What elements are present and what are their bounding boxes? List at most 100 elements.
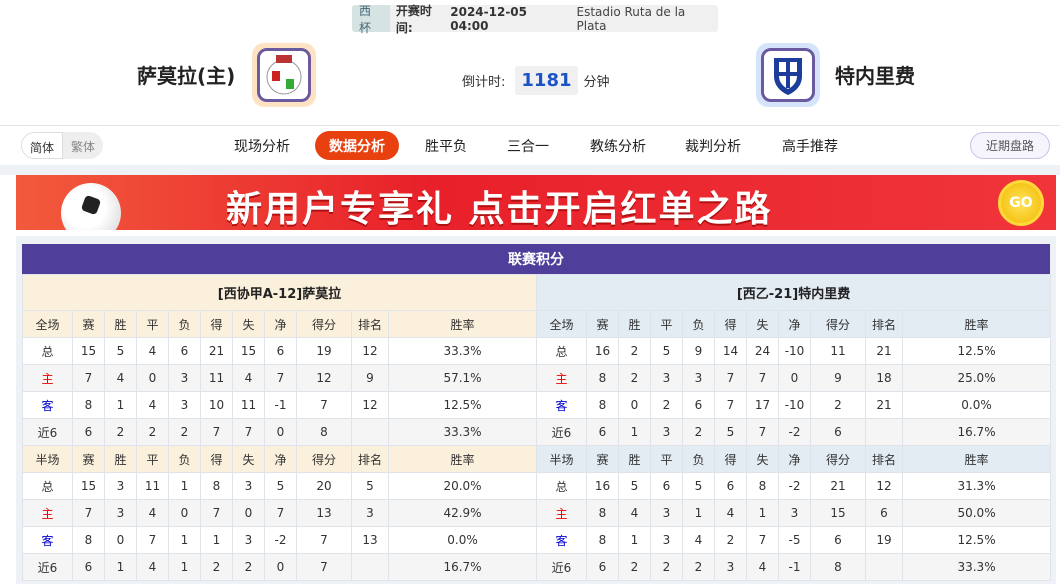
tab-three-in-one[interactable]: 三合一 xyxy=(507,138,549,155)
table-cell: 19 xyxy=(865,526,903,554)
table-cell: 16 xyxy=(586,337,619,365)
table-cell: 21 xyxy=(865,337,903,365)
table-cell: 5 xyxy=(714,418,747,446)
table-cell: 8 xyxy=(810,553,866,581)
table-cell: 2 xyxy=(104,418,137,446)
lang-traditional[interactable]: 繁体 xyxy=(71,140,96,154)
table-cell: 4 xyxy=(618,499,651,527)
table-cell: 20 xyxy=(296,472,352,500)
lang-simplified[interactable]: 简体 xyxy=(21,132,64,159)
table-cell: 8 xyxy=(586,391,619,419)
away-team-name[interactable]: 特内里费 xyxy=(835,64,915,88)
column-header: 胜 xyxy=(618,310,651,338)
tab-referee-analysis[interactable]: 裁判分析 xyxy=(685,138,741,155)
column-header: 平 xyxy=(136,445,169,473)
table-row: 客 8 0 2 6 7 17 -10 2 21 0.0% xyxy=(536,391,1052,419)
table-cell: 21 xyxy=(810,472,866,500)
column-header: 全场 xyxy=(536,310,587,338)
column-header: 负 xyxy=(682,310,715,338)
table-cell: 5 xyxy=(104,337,137,365)
table-cell: 18 xyxy=(865,364,903,392)
column-header: 赛 xyxy=(586,310,619,338)
column-header: 胜率 xyxy=(388,310,537,338)
promo-banner[interactable]: 新用户专享礼 点击开启红单之路 GO xyxy=(16,175,1056,230)
table-row: 近6 6 1 4 1 2 2 0 7 16.7% xyxy=(22,553,537,581)
row-label: 总 xyxy=(536,337,587,365)
table-cell: 7 xyxy=(72,499,105,527)
table-cell: 16.7% xyxy=(388,553,537,581)
table-cell: 3 xyxy=(650,526,683,554)
column-header: 失 xyxy=(232,445,265,473)
table-cell: 2 xyxy=(618,553,651,581)
tab-win-draw-loss[interactable]: 胜平负 xyxy=(425,138,467,155)
table-cell: 0 xyxy=(104,526,137,554)
team-caption: [西乙-21]特内里费 xyxy=(535,274,1052,311)
table-cell: 7 xyxy=(264,364,297,392)
table-cell: 7 xyxy=(232,418,265,446)
table-cell: 6 xyxy=(72,418,105,446)
table-cell: 3 xyxy=(104,472,137,500)
table-cell: 1 xyxy=(746,499,779,527)
countdown-unit: 分钟 xyxy=(583,75,610,90)
table-cell: 2 xyxy=(232,553,265,581)
table-cell: 6 xyxy=(810,418,866,446)
table-cell: 11 xyxy=(200,364,233,392)
row-label: 客 xyxy=(536,391,587,419)
row-label: 主 xyxy=(22,499,73,527)
table-cell: 31.3% xyxy=(901,472,1052,500)
kickoff-label: 开赛时间: xyxy=(395,3,432,35)
away-team-logo[interactable] xyxy=(756,43,820,107)
table-cell: 6 xyxy=(264,337,297,365)
table-row: 近6 6 2 2 2 3 4 -1 8 33.3% xyxy=(536,553,1052,581)
table-cell: 7 xyxy=(264,499,297,527)
table-cell: 2 xyxy=(618,337,651,365)
table-cell: 5 xyxy=(351,472,389,500)
kickoff-time: 2024-12-05 04:00 xyxy=(450,4,528,33)
go-button[interactable]: GO xyxy=(998,180,1044,226)
column-header: 赛 xyxy=(72,310,105,338)
half-header-row: 半场赛胜平负得失净得分 排名 胜率 xyxy=(22,445,537,473)
table-cell: 2 xyxy=(682,553,715,581)
table-cell: 0.0% xyxy=(901,391,1052,419)
language-toggle[interactable]: 简体 繁体 xyxy=(21,132,104,159)
recent-odds-button[interactable]: 近期盘路 xyxy=(969,132,1050,159)
table-cell: 12.5% xyxy=(901,337,1052,365)
row-label: 主 xyxy=(536,499,587,527)
table-cell: 7 xyxy=(746,526,779,554)
table-cell: 0.0% xyxy=(388,526,537,554)
table-cell: 3 xyxy=(232,472,265,500)
table-cell: 1 xyxy=(168,526,201,554)
tab-live-analysis[interactable]: 现场分析 xyxy=(234,138,290,155)
home-team-name[interactable]: 萨莫拉(主) xyxy=(137,64,236,88)
table-cell: 4 xyxy=(682,526,715,554)
column-header: 净 xyxy=(778,310,811,338)
tab-expert-picks[interactable]: 高手推荐 xyxy=(782,138,838,155)
column-header: 得 xyxy=(200,445,233,473)
table-cell: 3 xyxy=(714,553,747,581)
table-cell: -2 xyxy=(778,472,811,500)
table-cell: 19 xyxy=(296,337,352,365)
table-row: 客 8 1 3 4 2 7 -5 6 19 12.5% xyxy=(536,526,1052,554)
countdown-label: 倒计时: xyxy=(462,75,506,90)
table-cell xyxy=(865,553,903,581)
table-cell: 16 xyxy=(586,472,619,500)
table-cell: 7 xyxy=(746,418,779,446)
table-row: 主 7 3 4 0 7 0 7 13 3 42.9% xyxy=(22,499,537,527)
column-header: 得分 xyxy=(296,445,352,473)
column-header: 胜 xyxy=(104,445,137,473)
table-row: 近6 6 1 3 2 5 7 -2 6 16.7% xyxy=(536,418,1052,446)
table-cell: 1 xyxy=(200,526,233,554)
table-cell: 7 xyxy=(714,364,747,392)
countdown: 倒计时: 1181 分钟 xyxy=(462,66,610,95)
table-cell: 3 xyxy=(682,364,715,392)
tab-data-analysis[interactable]: 数据分析 xyxy=(315,131,399,160)
table-cell: 1 xyxy=(682,499,715,527)
table-cell: 3 xyxy=(168,364,201,392)
half-header-row: 半场赛胜平负得失净得分 排名 胜率 xyxy=(536,445,1052,473)
table-cell: 17 xyxy=(746,391,779,419)
table-cell: 15 xyxy=(72,337,105,365)
home-team-logo[interactable] xyxy=(252,43,316,107)
row-label: 近6 xyxy=(536,418,587,446)
column-header: 净 xyxy=(778,445,811,473)
tab-coach-analysis[interactable]: 教练分析 xyxy=(590,138,646,155)
